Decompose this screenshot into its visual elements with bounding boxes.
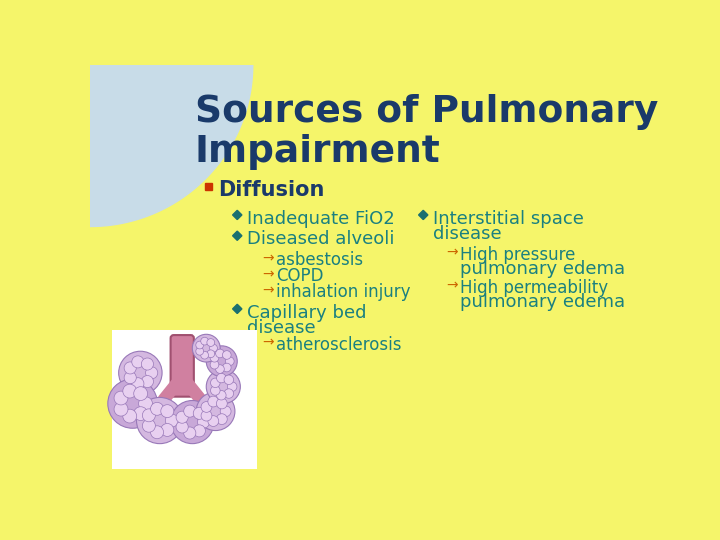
Circle shape bbox=[208, 416, 219, 427]
Circle shape bbox=[193, 407, 205, 420]
Circle shape bbox=[114, 391, 128, 405]
Circle shape bbox=[196, 341, 204, 349]
Circle shape bbox=[161, 423, 174, 436]
Circle shape bbox=[208, 396, 219, 407]
Circle shape bbox=[119, 351, 162, 394]
Circle shape bbox=[217, 414, 228, 424]
Circle shape bbox=[141, 375, 153, 388]
Circle shape bbox=[210, 345, 217, 352]
Circle shape bbox=[206, 370, 240, 403]
Circle shape bbox=[150, 402, 163, 415]
Circle shape bbox=[192, 334, 220, 362]
Circle shape bbox=[108, 379, 158, 428]
Text: disease: disease bbox=[433, 225, 501, 243]
Text: disease: disease bbox=[246, 319, 315, 337]
Text: →: → bbox=[446, 279, 458, 293]
Polygon shape bbox=[233, 304, 242, 314]
Circle shape bbox=[171, 401, 214, 444]
Circle shape bbox=[222, 363, 231, 372]
Text: pulmonary edema: pulmonary edema bbox=[461, 294, 626, 312]
Text: High pressure: High pressure bbox=[461, 246, 576, 264]
Bar bbox=[204, 183, 212, 190]
Text: Inadequate FiO2: Inadequate FiO2 bbox=[246, 210, 395, 227]
Circle shape bbox=[184, 405, 196, 417]
Circle shape bbox=[224, 375, 233, 384]
Circle shape bbox=[176, 411, 188, 423]
Circle shape bbox=[210, 354, 219, 362]
Circle shape bbox=[225, 357, 234, 366]
Text: Diffusion: Diffusion bbox=[218, 180, 324, 200]
Circle shape bbox=[176, 421, 188, 433]
Circle shape bbox=[210, 378, 220, 388]
Circle shape bbox=[132, 377, 144, 390]
Text: →: → bbox=[262, 284, 274, 298]
Circle shape bbox=[166, 414, 179, 427]
Text: inhalation injury: inhalation injury bbox=[276, 284, 410, 301]
Circle shape bbox=[132, 356, 144, 368]
FancyBboxPatch shape bbox=[171, 335, 194, 397]
Circle shape bbox=[217, 390, 226, 400]
Circle shape bbox=[150, 426, 163, 438]
Circle shape bbox=[193, 425, 205, 437]
Circle shape bbox=[134, 387, 148, 401]
Circle shape bbox=[143, 419, 156, 432]
Polygon shape bbox=[233, 211, 242, 220]
Circle shape bbox=[143, 409, 156, 422]
Circle shape bbox=[224, 389, 233, 399]
Circle shape bbox=[184, 427, 196, 439]
Circle shape bbox=[161, 404, 174, 417]
Circle shape bbox=[124, 362, 136, 374]
Text: →: → bbox=[262, 251, 274, 265]
Text: Diseased alveoli: Diseased alveoli bbox=[246, 231, 394, 248]
Bar bbox=[112, 330, 258, 469]
Circle shape bbox=[201, 352, 209, 359]
Circle shape bbox=[196, 392, 235, 430]
Text: COPD: COPD bbox=[276, 267, 323, 285]
Circle shape bbox=[217, 373, 226, 383]
Text: Sources of Pulmonary: Sources of Pulmonary bbox=[194, 94, 658, 130]
Circle shape bbox=[137, 397, 183, 444]
Circle shape bbox=[138, 397, 153, 410]
Circle shape bbox=[207, 350, 215, 357]
Text: pulmonary edema: pulmonary edema bbox=[461, 260, 626, 279]
Circle shape bbox=[134, 407, 148, 421]
Text: atherosclerosis: atherosclerosis bbox=[276, 336, 402, 354]
Circle shape bbox=[124, 372, 136, 384]
Circle shape bbox=[207, 339, 215, 346]
Circle shape bbox=[201, 410, 212, 421]
Circle shape bbox=[114, 402, 128, 416]
Text: asbestosis: asbestosis bbox=[276, 251, 363, 269]
Circle shape bbox=[215, 349, 225, 358]
Circle shape bbox=[222, 350, 231, 359]
Text: High permeability: High permeability bbox=[461, 279, 608, 297]
Circle shape bbox=[220, 406, 231, 417]
Circle shape bbox=[197, 416, 210, 428]
Polygon shape bbox=[233, 231, 242, 240]
Polygon shape bbox=[418, 211, 428, 220]
Circle shape bbox=[123, 409, 137, 423]
Text: Capillary bed: Capillary bed bbox=[246, 303, 366, 321]
Circle shape bbox=[210, 360, 219, 369]
Circle shape bbox=[201, 402, 212, 413]
Circle shape bbox=[217, 398, 228, 409]
Circle shape bbox=[206, 346, 238, 377]
Circle shape bbox=[141, 358, 153, 370]
Polygon shape bbox=[90, 65, 253, 226]
Circle shape bbox=[123, 384, 137, 398]
Text: →: → bbox=[446, 246, 458, 260]
Circle shape bbox=[196, 347, 204, 355]
Text: Interstitial space: Interstitial space bbox=[433, 210, 583, 227]
Circle shape bbox=[215, 364, 225, 373]
Circle shape bbox=[210, 386, 220, 395]
Text: Impairment: Impairment bbox=[194, 134, 441, 170]
Circle shape bbox=[201, 338, 209, 345]
Circle shape bbox=[228, 382, 237, 392]
Circle shape bbox=[145, 367, 158, 379]
Text: →: → bbox=[262, 267, 274, 281]
Text: →: → bbox=[262, 336, 274, 350]
